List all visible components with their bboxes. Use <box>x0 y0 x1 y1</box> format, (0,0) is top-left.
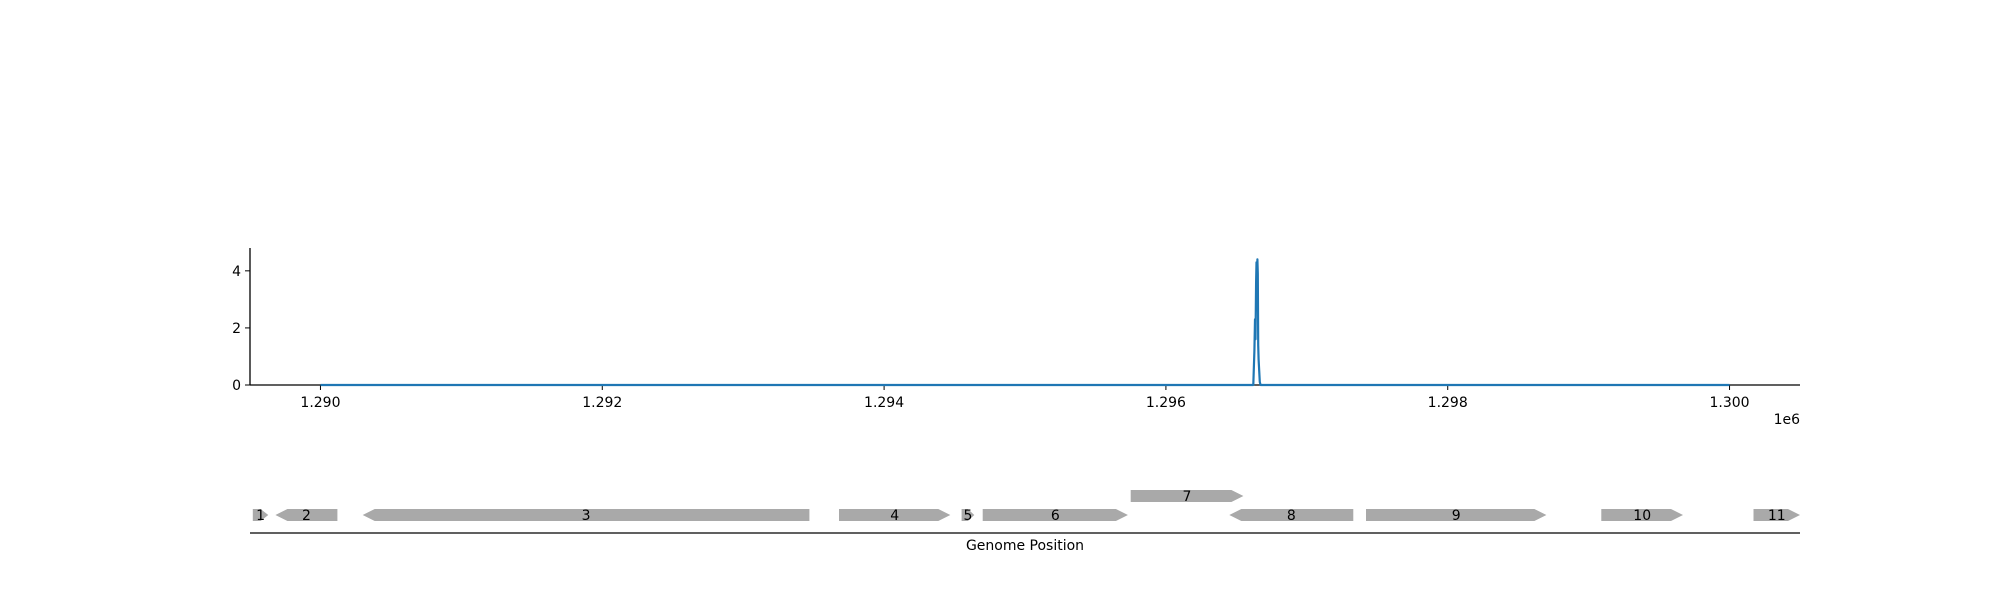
gene-label: 11 <box>1768 508 1786 524</box>
gene-arrow <box>1130 490 1244 502</box>
signal-axes <box>249 248 1800 386</box>
y-tick-label: 0 <box>232 378 241 394</box>
gene-1: 1 <box>252 508 269 524</box>
gene-arrow <box>362 509 810 521</box>
gene-label: 9 <box>1452 508 1461 524</box>
gene-track: 1 2 3 4 5 6 7 8 9 10 11 Genome Position <box>250 489 1800 554</box>
gene-10: 10 <box>1601 508 1683 524</box>
gene-6: 6 <box>982 508 1128 524</box>
x-offset-label: 1e6 <box>1774 412 1801 428</box>
gene-5: 5 <box>961 508 975 524</box>
x-tick-label: 1.294 <box>864 395 904 411</box>
gene-4: 4 <box>839 508 951 524</box>
gene-9: 9 <box>1366 508 1547 524</box>
gene-arrow <box>252 509 269 521</box>
x-tick-label: 1.298 <box>1428 395 1468 411</box>
signal-panel: 1.290 1.292 1.294 1.296 1.298 1.300 0 2 4 1e6 <box>232 248 1800 428</box>
gene-label: 3 <box>582 508 591 524</box>
gene-arrow <box>1601 509 1683 521</box>
gene-2: 2 <box>275 508 338 524</box>
gene-arrow <box>839 509 951 521</box>
gene-8: 8 <box>1229 508 1354 524</box>
gene-arrow <box>1229 509 1354 521</box>
gene-label: 2 <box>302 508 311 524</box>
gene-arrow <box>1366 509 1547 521</box>
gene-label: 6 <box>1051 508 1060 524</box>
gene-label: 8 <box>1287 508 1296 524</box>
gene-11: 11 <box>1753 508 1800 524</box>
gene-arrow <box>961 509 975 521</box>
gene-arrow <box>982 509 1128 521</box>
gene-7: 7 <box>1130 489 1244 505</box>
gene-label: 7 <box>1183 489 1192 505</box>
signal-line <box>320 258 1730 387</box>
gene-arrow <box>1753 509 1800 521</box>
gene-3: 3 <box>362 508 810 524</box>
x-tick-label: 1.292 <box>582 395 622 411</box>
gene-label: 10 <box>1633 508 1651 524</box>
x-tick-label: 1.290 <box>300 395 340 411</box>
x-tick-label: 1.296 <box>1146 395 1186 411</box>
x-tick-label: 1.300 <box>1709 395 1749 411</box>
gene-label: 5 <box>963 508 972 524</box>
signal-ticks: 1.290 1.292 1.294 1.296 1.298 1.300 0 2 4 <box>232 264 1750 411</box>
gene-arrow <box>275 509 338 521</box>
gene-arrows: 1 2 3 4 5 6 7 8 9 10 11 <box>252 489 1800 524</box>
gene-label: 1 <box>256 508 265 524</box>
y-tick-label: 4 <box>232 264 241 280</box>
gene-label: 4 <box>890 508 899 524</box>
y-tick-label: 2 <box>232 321 241 337</box>
x-axis-label: Genome Position <box>966 538 1084 554</box>
